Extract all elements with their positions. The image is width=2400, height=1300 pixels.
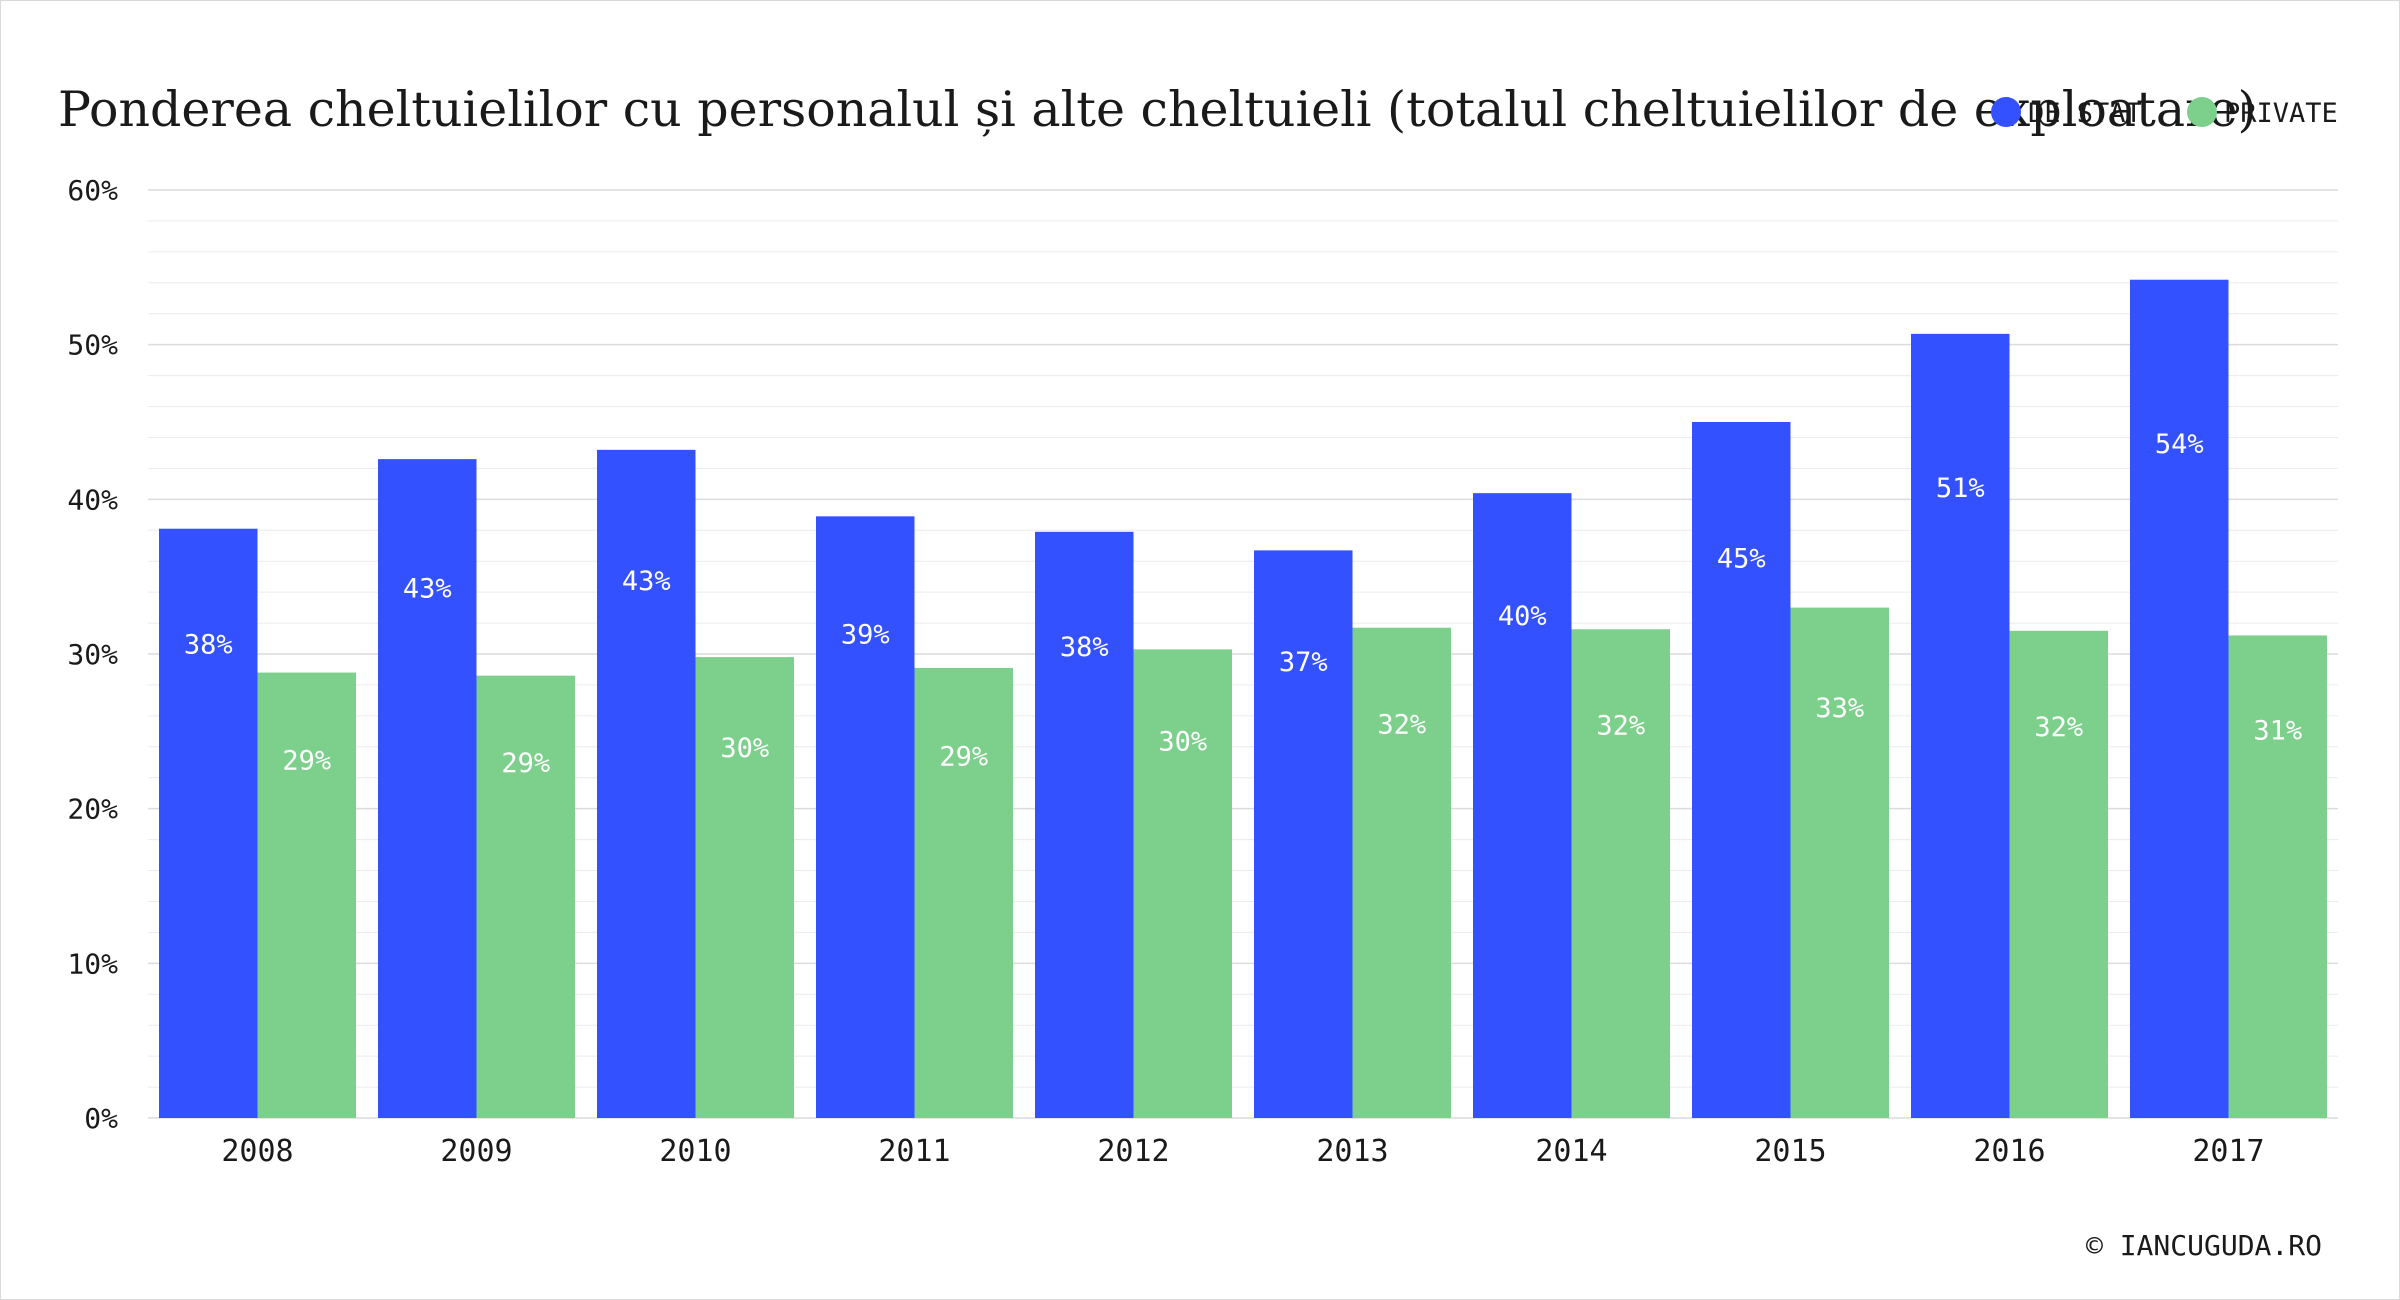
- x-axis: 2008 2009 2010 2011 2012 2013 2014 2015 2016 2017: [221, 1134, 2264, 1169]
- bar-private-2011: [914, 667, 1013, 1118]
- y-axis: 0% 10% 20% 30% 40% 50% 60%: [67, 174, 118, 1135]
- bar-private-2009: [476, 675, 575, 1118]
- bar-label-private-2010: 30%: [720, 733, 769, 764]
- bar-label-de-stat-2013: 37%: [1279, 647, 1328, 678]
- bar-label-de-stat-2014: 40%: [1498, 601, 1547, 632]
- bar-label-private-2014: 32%: [1596, 711, 1645, 742]
- x-tick-label-2016: 2016: [1973, 1134, 2045, 1169]
- x-tick-label-2014: 2014: [1535, 1134, 1607, 1169]
- y-tick-label: 30%: [67, 638, 118, 671]
- y-tick-label: 50%: [67, 329, 118, 362]
- legend-swatch-private: [2187, 97, 2217, 127]
- x-tick-label-2017: 2017: [2192, 1134, 2264, 1169]
- x-tick-label-2011: 2011: [878, 1134, 950, 1169]
- credit-text: © IANCUGUDA.RO: [2086, 1229, 2322, 1262]
- bar-de-stat-2013: [1254, 550, 1353, 1118]
- bar-de-stat-2010: [597, 449, 696, 1119]
- chart-title: Ponderea cheltuielilor cu personalul și …: [58, 81, 2257, 138]
- x-tick-label-2009: 2009: [440, 1134, 512, 1169]
- bar-label-private-2013: 32%: [1377, 709, 1426, 740]
- bar-de-stat-2016: [1911, 333, 2010, 1119]
- bar-private-2015: [1790, 607, 1889, 1118]
- y-tick-label: 10%: [67, 947, 118, 980]
- bar-private-2016: [2009, 630, 2108, 1118]
- bar-private-2013: [1352, 627, 1451, 1118]
- bar-label-de-stat-2011: 39%: [841, 620, 890, 651]
- bar-de-stat-2009: [378, 459, 477, 1118]
- bar-de-stat-2015: [1692, 422, 1791, 1118]
- bar-label-de-stat-2016: 51%: [1936, 473, 1985, 504]
- bar-label-de-stat-2009: 43%: [403, 574, 452, 605]
- bar-private-2017: [2228, 635, 2327, 1118]
- y-tick-label: 20%: [67, 793, 118, 826]
- x-tick-label-2013: 2013: [1316, 1134, 1388, 1169]
- bar-label-private-2017: 31%: [2253, 716, 2302, 747]
- bar-label-de-stat-2017: 54%: [2155, 429, 2204, 460]
- legend-label-de-stat: DE STAT: [2028, 98, 2142, 129]
- bar-label-de-stat-2015: 45%: [1717, 544, 1766, 575]
- bar-private-2010: [695, 657, 794, 1118]
- bar-label-private-2015: 33%: [1815, 693, 1864, 724]
- legend-swatch-de-stat: [1991, 97, 2021, 127]
- bar-label-private-2011: 29%: [939, 742, 988, 773]
- x-tick-label-2008: 2008: [221, 1134, 293, 1169]
- bar-de-stat-2014: [1473, 493, 1572, 1118]
- legend: DE STAT PRIVATE: [1991, 97, 2338, 129]
- bar-label-private-2016: 32%: [2034, 712, 2083, 743]
- y-tick-label: 0%: [84, 1102, 118, 1135]
- x-tick-label-2010: 2010: [659, 1134, 731, 1169]
- y-tick-label: 40%: [67, 483, 118, 516]
- bar-label-private-2012: 30%: [1158, 727, 1207, 758]
- bar-label-de-stat-2010: 43%: [622, 566, 671, 597]
- bar-label-de-stat-2008: 38%: [184, 630, 233, 661]
- x-tick-label-2015: 2015: [1754, 1134, 1826, 1169]
- bar-de-stat-2012: [1035, 531, 1134, 1118]
- bars: [159, 279, 2327, 1119]
- bar-private-2012: [1133, 649, 1232, 1118]
- bar-de-stat-2008: [159, 528, 258, 1118]
- legend-label-private: PRIVATE: [2224, 98, 2338, 129]
- bar-private-2008: [257, 672, 356, 1118]
- bar-label-private-2009: 29%: [501, 748, 550, 779]
- bar-private-2014: [1571, 629, 1670, 1118]
- bar-de-stat-2017: [2130, 279, 2229, 1118]
- bar-label-private-2008: 29%: [282, 745, 331, 776]
- x-tick-label-2012: 2012: [1097, 1134, 1169, 1169]
- bar-de-stat-2011: [816, 516, 915, 1118]
- bar-labels: 38% 29% 43% 29% 43% 30% 39% 29% 38% 30% 37% 32% 40% 3…: [184, 429, 2302, 779]
- y-tick-label: 60%: [67, 174, 118, 207]
- bar-label-de-stat-2012: 38%: [1060, 632, 1109, 663]
